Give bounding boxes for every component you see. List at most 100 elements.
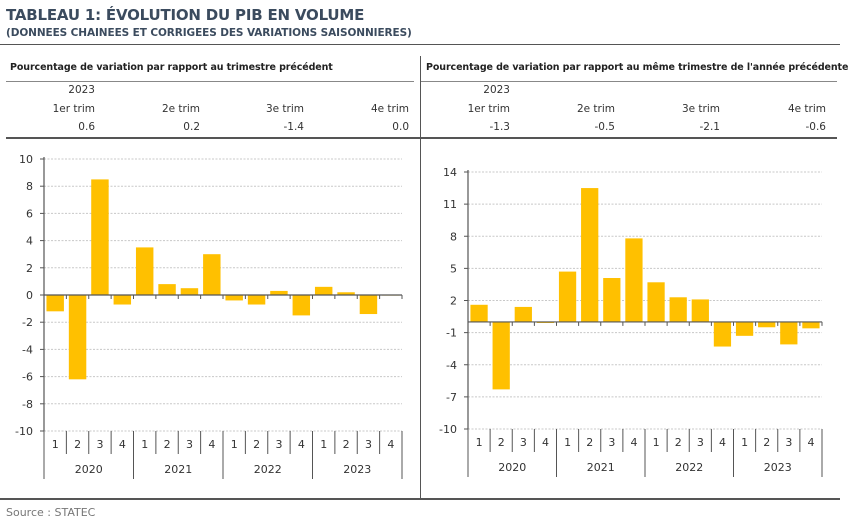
left-chart-quarter-label: 1: [141, 438, 148, 451]
title-divider: [0, 44, 840, 45]
right-chart-ytick-label: -4: [446, 359, 457, 372]
left-chart-ytick-label: -4: [22, 343, 33, 356]
left-table-bottom-rule: [6, 137, 420, 139]
right-table-col-1: 1er trim: [467, 103, 510, 115]
left-chart-quarter-label: 1: [231, 438, 238, 451]
right-table-top-rule: [421, 81, 837, 82]
right-chart-bar: [691, 299, 709, 322]
left-chart-bar: [292, 295, 311, 316]
left-table-col-2: 2e trim: [161, 103, 200, 115]
right-chart-ytick-label: -1: [446, 327, 457, 340]
left-chart-bar: [180, 288, 199, 295]
right-chart-quarter-label: 4: [542, 436, 549, 449]
left-chart-year-label: 2021: [164, 463, 192, 476]
right-panel-heading: Pourcentage de variation par rapport au …: [426, 62, 849, 73]
right-chart-ytick-label: 11: [443, 198, 457, 211]
left-panel-heading: Pourcentage de variation par rapport au …: [10, 62, 333, 73]
right-chart-quarter-label: 1: [476, 436, 483, 449]
left-table-val-1: 0.6: [78, 121, 95, 133]
right-chart-bar: [713, 321, 732, 347]
right-chart-bar: [558, 271, 577, 322]
right-chart-year-label: 2021: [587, 461, 615, 474]
left-chart-quarter-label: 3: [96, 438, 103, 451]
right-chart-bar: [625, 238, 643, 322]
left-chart-quarter-label: 2: [74, 438, 81, 451]
page-subtitle: (DONNEES CHAINEES ET CORRIGEES DES VARIA…: [6, 27, 412, 39]
left-chart-year-label: 2022: [254, 463, 282, 476]
left-chart-quarter-label: 2: [253, 438, 260, 451]
right-chart-quarter-label: 3: [608, 436, 615, 449]
left-chart-ytick-label: -10: [15, 425, 33, 438]
left-chart-quarter-label: 2: [343, 438, 350, 451]
left-chart-ytick-label: -2: [22, 316, 33, 329]
left-table-val-4: 0.0: [392, 121, 409, 133]
left-chart-ytick-label: 0: [26, 289, 33, 302]
left-chart-bar: [203, 254, 221, 295]
left-chart-bar: [135, 247, 154, 295]
left-chart-quarter-label: 4: [387, 438, 394, 451]
bottom-rule: [0, 498, 840, 500]
right-chart-quarter-label: 3: [785, 436, 792, 449]
left-table-val-2: 0.2: [183, 121, 200, 133]
right-chart-bar: [470, 304, 488, 322]
left-bar-chart: 10 8 6 4 2 0 -2 -4 -6 -8 -10 1 2 3 4 1 2 3 4 1 2 3 4 1 2 3 4 2020 20…: [15, 153, 403, 479]
left-chart-quarter-label: 1: [320, 438, 327, 451]
right-table-year: 2023: [483, 84, 510, 96]
left-chart-quarter-label: 3: [275, 438, 282, 451]
left-chart-bar: [359, 295, 378, 315]
right-table-val-1: -1.3: [489, 121, 511, 133]
right-chart-ytick-label: 2: [450, 295, 457, 308]
right-chart-quarter-label: 3: [520, 436, 527, 449]
right-chart-bar: [603, 278, 621, 322]
right-chart-quarter-label: 1: [653, 436, 660, 449]
right-bar-chart: 14 11 8 5 2 -1 -4 -7 -10 1 2 3 4 1 2 3 4 1 2 3 4 1 2 3 4 2020 2021…: [439, 166, 823, 477]
right-chart-bar: [802, 321, 820, 329]
left-chart-quarter-label: 1: [52, 438, 59, 451]
left-table-year: 2023: [68, 84, 95, 96]
right-table-col-2: 2e trim: [576, 103, 615, 115]
left-chart-quarter-label: 4: [208, 438, 215, 451]
left-table-col-4: 4e trim: [370, 103, 409, 115]
panel-divider: [420, 56, 421, 498]
right-table-bottom-rule: [421, 137, 837, 139]
left-chart-ytick-label: 2: [26, 262, 33, 275]
left-table-col-1: 1er trim: [52, 103, 95, 115]
left-table-col-3: 3e trim: [265, 103, 304, 115]
left-chart-bar: [314, 286, 333, 295]
right-chart-bar: [669, 297, 687, 322]
right-chart-quarter-label: 4: [807, 436, 814, 449]
left-chart-bar: [113, 295, 132, 305]
left-chart-bar: [68, 295, 87, 380]
right-chart-bar: [492, 321, 510, 390]
right-table-val-3: -2.1: [699, 121, 721, 133]
right-chart-bar: [758, 321, 776, 328]
right-chart-quarter-label: 3: [697, 436, 704, 449]
left-chart-ytick-label: -8: [22, 398, 33, 411]
right-chart-quarter-label: 1: [564, 436, 571, 449]
left-chart-bar: [46, 295, 64, 312]
right-chart-bar: [647, 282, 665, 322]
right-chart-ytick-label: 5: [450, 262, 457, 275]
right-chart-bar: [735, 321, 754, 336]
left-chart-bar: [91, 179, 109, 295]
left-chart-quarter-label: 2: [164, 438, 171, 451]
right-table-col-4: 4e trim: [787, 103, 826, 115]
right-chart-bar: [581, 188, 599, 322]
left-chart-bar: [225, 295, 243, 301]
left-chart-ytick-label: 8: [26, 180, 33, 193]
right-table-val-2: -0.5: [594, 121, 616, 133]
left-chart-bar: [158, 284, 176, 295]
left-chart-year-label: 2023: [343, 463, 371, 476]
left-chart-bar: [337, 292, 355, 295]
left-chart-ytick-label: -6: [22, 371, 33, 384]
right-chart-ytick-label: -7: [446, 391, 457, 404]
left-chart-quarter-label: 3: [365, 438, 372, 451]
right-chart-bar: [780, 321, 798, 345]
right-table-val-4: -0.6: [805, 121, 827, 133]
right-table-col-3: 3e trim: [681, 103, 720, 115]
left-chart-bar: [270, 290, 288, 295]
left-chart-quarter-label: 4: [298, 438, 305, 451]
right-chart-quarter-label: 4: [630, 436, 637, 449]
right-chart-quarter-label: 2: [586, 436, 593, 449]
left-table-top-rule: [6, 81, 414, 82]
